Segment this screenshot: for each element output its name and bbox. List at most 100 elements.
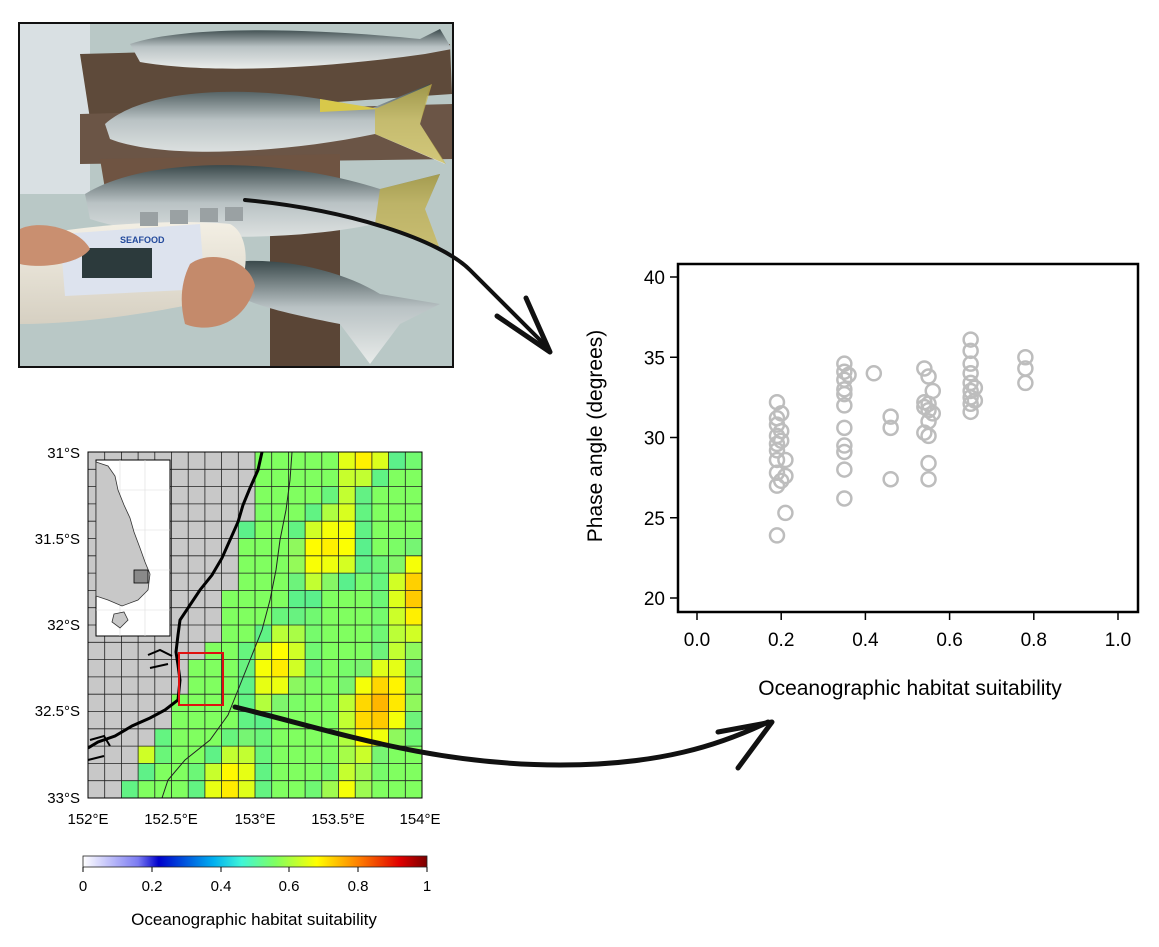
map-grid-cell — [255, 503, 272, 522]
map-frame — [87, 451, 423, 799]
map-grid-cell — [255, 555, 272, 574]
scatter-point — [768, 477, 786, 494]
map-grid-cell — [271, 538, 289, 556]
map-grid-cell — [271, 521, 289, 539]
colorbar-tick-label: 0.4 — [211, 878, 232, 895]
scatter-point — [772, 422, 790, 440]
map-grid-cell — [271, 590, 289, 608]
map-grid-cell — [338, 694, 356, 712]
map-grid-cell — [305, 694, 322, 712]
map-grid-cell — [321, 763, 339, 781]
map-grid-cell — [321, 711, 339, 729]
map-grid-cell — [188, 711, 205, 729]
map-grid-cell — [371, 573, 389, 591]
map-grid-cell — [355, 659, 372, 677]
habitat-map: 31°S 31.5°S 32°S 32.5°S 33°S 152°E 152.5… — [35, 445, 441, 828]
map-grid-cell — [405, 486, 422, 504]
estuary-lines — [87, 648, 173, 761]
lat-tick-label: 31°S — [47, 445, 80, 462]
map-grid-cell — [288, 694, 306, 712]
y-tick-label: 30 — [644, 429, 665, 450]
map-grid-cell — [288, 452, 306, 470]
map-grid-cell — [255, 607, 272, 625]
map-grid-cell — [371, 503, 389, 522]
map-grid-cell — [221, 625, 239, 643]
scatter-point — [924, 405, 942, 422]
lon-tick-label: 153.5°E — [311, 811, 365, 828]
arrow-photo-to-chart — [243, 198, 553, 355]
scatter-point — [920, 470, 937, 488]
map-grid-cell — [355, 521, 372, 539]
map-grid-cell — [288, 780, 306, 798]
map-grid-cell — [238, 607, 255, 625]
colorbar-tick-label: 0.2 — [142, 878, 163, 895]
x-tick-label: 1.0 — [1105, 630, 1131, 651]
map-grid-cell — [238, 573, 255, 591]
map-grid-cell — [405, 694, 422, 712]
map-grid-cell — [405, 503, 422, 522]
map-grid-cell — [405, 642, 422, 660]
map-grid-cell — [338, 763, 356, 781]
map-grid-cell — [255, 573, 272, 591]
map-grid-cell — [321, 452, 339, 470]
map-grid-cell — [321, 607, 339, 625]
scatter-point — [836, 490, 853, 507]
scatter-point — [836, 381, 853, 398]
map-grid-cell — [388, 538, 406, 556]
scatter-point — [920, 454, 937, 472]
map-grid-cell — [305, 452, 322, 470]
map-grid-cell — [288, 642, 306, 660]
map-grid-cell — [255, 780, 272, 798]
y-tick-label: 25 — [644, 509, 665, 530]
map-grid-cell — [271, 573, 289, 591]
colorbar-tick-label: 0.6 — [279, 878, 300, 895]
map-grid-cell — [204, 676, 222, 695]
map-grid-cell — [238, 538, 255, 556]
colorbar-gradient — [82, 855, 428, 868]
map-grid-cell — [321, 503, 339, 522]
map-grid-cell — [238, 676, 255, 695]
map-grid-cell — [204, 711, 222, 729]
scatter-point — [916, 360, 933, 377]
map-grid-cell — [405, 469, 422, 487]
map-grid-cell — [355, 538, 372, 556]
map-grid-cell — [305, 486, 322, 504]
map-grid-cell — [255, 521, 272, 539]
map-grid-cell — [321, 659, 339, 677]
map-grid-cell — [271, 676, 289, 695]
map-grid-cell — [388, 573, 406, 591]
scatter-point — [772, 472, 790, 490]
map-grid-cell — [405, 555, 422, 574]
map-grid-cell — [221, 590, 239, 608]
x-tick-label: 0.6 — [936, 630, 962, 651]
inset-map — [95, 459, 171, 637]
map-grid-cell — [355, 452, 372, 470]
map-grid-cell — [388, 642, 406, 660]
map-grid-cell — [388, 503, 406, 522]
map-grid-cell — [221, 728, 239, 747]
y-axis: 20 25 30 35 40 — [644, 268, 679, 610]
map-grid-cell — [271, 763, 289, 781]
map-grid-cell — [388, 659, 406, 677]
scatter-point — [836, 397, 853, 414]
map-grid-cell — [355, 711, 372, 729]
map-grid-cell — [288, 573, 306, 591]
map-grid-cell — [355, 590, 372, 608]
map-grid-cell — [221, 746, 239, 764]
map-grid-cell — [271, 694, 289, 712]
scatter-point — [772, 432, 790, 449]
map-grid-cell — [321, 590, 339, 608]
map-grid-cell — [388, 590, 406, 608]
map-grid-cell — [355, 503, 372, 522]
map-grid-cell — [255, 659, 272, 677]
map-grid-cell — [371, 676, 389, 695]
map-grid-cell — [204, 746, 222, 764]
map-grid-cell — [305, 555, 322, 574]
map-grid-cell — [221, 711, 239, 729]
map-grid-cell — [271, 486, 289, 504]
scatter-point — [1017, 349, 1034, 366]
map-grid-cell — [188, 763, 205, 781]
map-grid-cell — [338, 521, 356, 539]
scatter-point — [772, 405, 790, 422]
